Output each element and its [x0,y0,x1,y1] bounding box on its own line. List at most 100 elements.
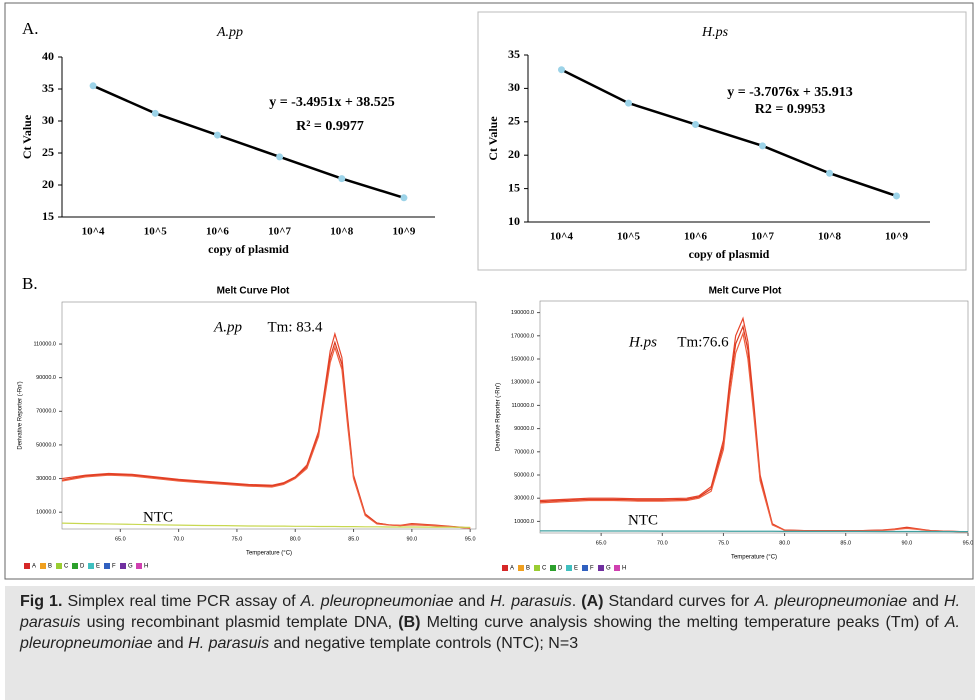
y-tick-label: 130000.0 [511,380,534,386]
figure: A.pp A. 15 20 25 30 35 40 10^4 10^5 10^6 10^7 10^8 10… [4,2,974,580]
annotation: NTC [628,512,658,528]
x-axis-label: Temperature (°C) [246,551,292,557]
legend-swatch [56,563,62,569]
legend-swatch [582,565,588,571]
y-tick-label: 110000.0 [511,403,534,409]
equation: R² = 0.9977 [296,119,364,134]
point [89,82,97,90]
equation: y = -3.7076x + 35.913 [727,85,853,100]
y-tick-label: 50000.0 [514,472,534,478]
caption-text: H. parasuis [188,635,270,652]
legend-label: D [558,566,563,572]
y-tick-label: 50000.0 [36,442,56,448]
x-tick-label: 10^6 [206,226,229,238]
x-tick-label: 10^5 [617,231,640,243]
legend-swatch [136,563,142,569]
x-tick-label: 90.0 [406,536,417,542]
y-tick-label: 30000.0 [514,496,534,502]
point [400,194,408,202]
x-tick-label: 10^7 [268,226,291,238]
x-axis-label: copy of plasmid [689,247,770,261]
y-tick-label: 20 [508,147,520,161]
legend-label: H [144,564,148,570]
y-tick-label: 30 [508,80,520,94]
chart-title: A.pp [216,25,243,40]
x-tick-label: 90.0 [901,540,912,546]
legend-swatch [88,563,94,569]
caption-text: and negative template controls (NTC); N=… [269,635,579,652]
y-axis-label: Derivative Reporter (-Rn') [18,381,24,449]
point [759,142,766,150]
legend-swatch [566,565,572,571]
annotation: Tm: 83.4 [268,319,323,335]
legend-label: G [606,566,611,572]
y-tick-label: 10 [508,214,520,228]
y-tick-label: 190000.0 [511,310,534,316]
y-tick-label: 70000.0 [36,409,56,415]
y-tick-label: 90000.0 [36,375,56,381]
annotation: A.pp [213,319,242,335]
caption-text: A. pleuropneumoniae [20,614,960,652]
chart-title: Melt Curve Plot [217,286,290,297]
x-tick-label: 10^7 [751,231,774,243]
y-tick-label: 110000.0 [33,341,56,347]
point [558,66,565,74]
x-tick-label: 65.0 [115,536,126,542]
x-tick-label: 95.0 [963,540,974,546]
y-tick-label: 70000.0 [514,449,534,455]
legend-label: G [128,564,133,570]
y-axis-label: Ct Value [20,114,34,159]
x-tick-label: 70.0 [657,540,668,546]
x-axis-label: Temperature (°C) [731,555,777,561]
legend-label: E [574,566,578,572]
x-tick-label: 95.0 [465,536,476,542]
y-tick-label: 20 [42,177,54,191]
y-tick-label: 30000.0 [36,476,56,482]
x-tick-label: 10^8 [818,231,841,243]
x-tick-label: 10^8 [330,226,353,238]
caption-text: and [152,635,189,652]
y-tick-label: 15 [508,180,520,194]
caption-text: Melting curve analysis showing the melti… [420,614,945,631]
x-axis-label: copy of plasmid [208,242,289,256]
y-tick-label: 35 [508,47,520,61]
panel-label: A. [22,19,39,38]
caption-text: (A) [581,593,604,610]
caption-text: A. pleuropneumoniae [754,593,908,610]
panel-box [477,11,967,271]
point [276,153,284,161]
legend-swatch [104,563,110,569]
legend-swatch [24,563,30,569]
x-tick-label: 75.0 [718,540,729,546]
x-tick-label: 85.0 [348,536,359,542]
legend-label: F [112,564,116,570]
x-tick-label: 85.0 [840,540,851,546]
legend-label: B [526,566,530,572]
equation: y = -3.4951x + 38.525 [269,95,395,110]
legend-swatch [534,565,540,571]
y-tick-label: 10000.0 [36,510,56,516]
caption: Fig 1. Simplex real time PCR assay of A.… [5,586,975,700]
legend-label: A [510,566,514,572]
point [213,131,221,139]
y-tick-label: 35 [42,81,54,95]
legend-swatch [40,563,46,569]
legend-label: C [542,566,547,572]
legend-swatch [598,565,604,571]
legend-swatch [72,563,78,569]
point [692,120,699,128]
legend-swatch [518,565,524,571]
panel-label: B. [22,274,38,293]
x-tick-label: 75.0 [232,536,243,542]
legend-swatch [550,565,556,571]
caption-text: . [571,593,582,610]
annotation: NTC [143,509,173,525]
x-tick-label: 10^6 [684,231,707,243]
melt-curve [61,345,471,529]
y-tick-label: 30 [42,113,54,127]
legend-label: B [48,564,52,570]
x-tick-label: 70.0 [173,536,184,542]
chart-title: Melt Curve Plot [709,286,782,297]
point [151,109,159,117]
